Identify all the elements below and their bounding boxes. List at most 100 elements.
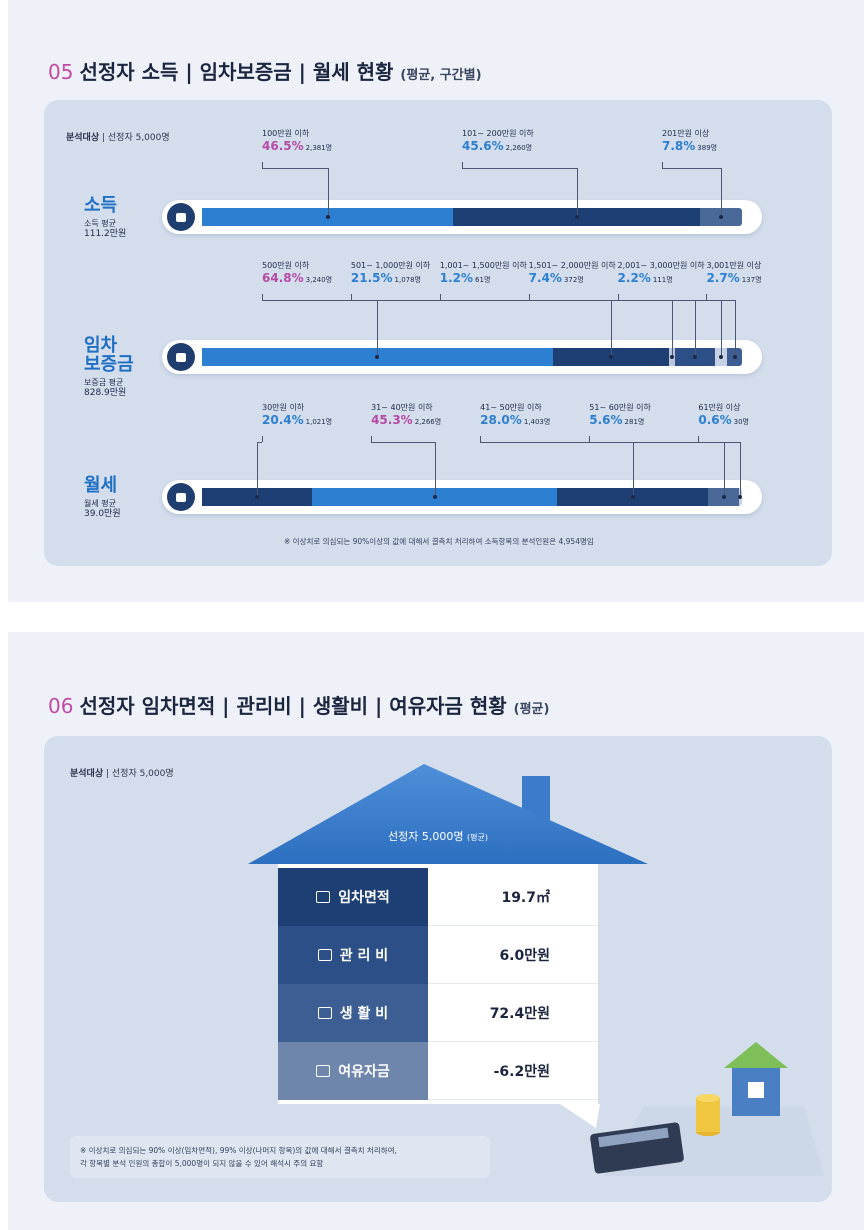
leader-line (439, 294, 441, 300)
leader-line (695, 300, 697, 357)
segment-percent: 64.8% (262, 271, 304, 285)
segment-label: 500만원 이하 64.8% 3,240명 (262, 260, 332, 286)
table-row-value: 6.0만원 (428, 926, 598, 984)
segment-label: 1,001~ 1,500만원 이하 1.2% 61명 (440, 260, 527, 286)
leader-line (462, 168, 577, 169)
row-label-0: 소득 소득 평균 111.2만원 (84, 196, 126, 239)
leader-line (589, 442, 724, 443)
segment-category: 500만원 이하 (262, 261, 310, 270)
leader-line (262, 294, 263, 300)
leader-line (434, 442, 436, 497)
row-label-1: 임차 보증금 보증금 평균 828.9만원 (84, 336, 134, 398)
segment-category: 31~ 40만원 이하 (371, 403, 433, 412)
leader-line (480, 442, 633, 443)
segment-category: 201만원 이상 (662, 129, 710, 138)
segment-label: 201만원 이상 7.8% 389명 (662, 128, 717, 154)
row-icon (316, 891, 331, 903)
table-header-sub: (평균) (467, 833, 488, 842)
segment-label: 31~ 40만원 이하 45.3% 2,266명 (371, 402, 441, 428)
segment-percent: 2.2% (617, 271, 651, 285)
leader-line (350, 294, 352, 300)
segment-count: 1,403명 (523, 418, 551, 426)
table-row-value: 19.7㎡ (428, 868, 598, 926)
segment-percent: 7.4% (528, 271, 562, 285)
leader-line (610, 300, 612, 357)
segment-count: 1,021명 (305, 418, 333, 426)
leader-line (589, 436, 591, 442)
table-footnote: ※ 이상치로 의심되는 90% 이상(임차면적), 99% 이상(나머지 항목)… (70, 1136, 490, 1178)
table-row-value: 72.4만원 (428, 984, 598, 1042)
leader-line (698, 442, 741, 443)
leader-line (662, 168, 721, 169)
segment-label: 61만원 이상 0.6% 30명 (698, 402, 749, 428)
leader-line (262, 300, 378, 301)
segment-percent: 5.6% (589, 413, 623, 427)
leader-line (706, 294, 708, 300)
segment-percent: 46.5% (262, 139, 304, 153)
house-table-panel: 분석대상 | 선정자 5,000명 (44, 736, 832, 1202)
segment-category: 1,501~ 2,000만원 이하 (528, 261, 616, 270)
row-icon (317, 949, 332, 961)
segment-count: 389명 (697, 144, 718, 152)
table-row-label: 여유자금 (278, 1042, 428, 1100)
leader-line (721, 300, 723, 357)
analysis-scope: 분석대상 | 선정자 5,000명 (66, 130, 170, 143)
leader-dot (693, 355, 698, 359)
leader-line (257, 442, 259, 497)
segment-percent: 0.6% (698, 413, 732, 427)
leader-line (617, 294, 619, 300)
table-row-label-text: 임차면적 (338, 890, 390, 906)
leader-line (723, 442, 725, 497)
section2-title: 06 선정자 임차면적 | 관리비 | 생활비 | 여유자금 현황 (평균) (48, 690, 549, 719)
leader-dot (630, 495, 635, 499)
segment-category: 1,001~ 1,500만원 이하 (439, 261, 527, 270)
house-icon (167, 483, 195, 511)
speech-tail (560, 1104, 600, 1128)
segment-count: 2,381명 (305, 144, 333, 152)
segment-label: 501~ 1,000만원 이하 21.5% 1,078명 (351, 260, 430, 286)
analysis-scope-label-2: 분석대상 (70, 769, 104, 779)
coins-icon (167, 203, 195, 231)
analysis-scope-value: | 선정자 5,000명 (102, 133, 170, 143)
leader-line (377, 300, 379, 357)
segment-label: 101~ 200만원 이하 45.6% 2,260명 (462, 128, 534, 154)
leader-dot (255, 495, 260, 499)
segment-percent: 28.0% (480, 413, 522, 427)
leader-dot (574, 215, 579, 219)
table-row-label: 관 리 비 (278, 926, 428, 984)
table-header-text: 선정자 5,000명 (388, 830, 464, 843)
leader-dot (738, 495, 743, 499)
segment-category: 2,001~ 3,000만원 이하 (617, 261, 705, 270)
section1-subtitle: (평균, 구간별) (400, 68, 482, 83)
leader-dot (375, 355, 380, 359)
segment-label: 51~ 60만원 이하 5.6% 281명 (589, 402, 651, 428)
section2-title-text: 선정자 임차면적 | 관리비 | 생활비 | 여유자금 현황 (79, 694, 507, 718)
analysis-scope-2: 분석대상 | 선정자 5,000명 (70, 766, 174, 779)
analysis-scope-value-2: | 선정자 5,000명 (106, 769, 174, 779)
leader-dot (718, 215, 723, 219)
table-row-label: 임차면적 (278, 868, 428, 926)
row-icon (317, 1007, 332, 1019)
row-average: 소득 평균 111.2만원 (84, 219, 127, 239)
row-average: 월세 평균 39.0만원 (84, 499, 121, 519)
section2-number: 06 (48, 694, 74, 718)
segment-percent: 45.3% (371, 413, 413, 427)
leader-dot (670, 355, 675, 359)
leader-dot (732, 355, 737, 359)
table-footnote-line2: 각 항목별 분석 인원의 총합이 5,000명이 되지 않을 수 있어 해석시 … (80, 1159, 324, 1168)
row-name: 월세 (84, 475, 118, 496)
chart-footnote: ※ 이상치로 의심되는 90%이상의 값에 대해서 결측치 처리하여 소득항목의… (284, 537, 594, 546)
table-row: 관 리 비 6.0만원 (278, 926, 598, 984)
section1-number: 05 (48, 60, 74, 84)
table-row-value: -6.2만원 (428, 1042, 598, 1100)
segment-label: 1,501~ 2,000만원 이하 7.4% 372명 (529, 260, 616, 286)
leader-line (734, 300, 736, 357)
table-row-label-text: 생 활 비 (339, 1006, 389, 1022)
leader-line (740, 442, 742, 497)
segment-label: 30만원 이하 20.4% 1,021명 (262, 402, 332, 428)
leader-dot (721, 495, 726, 499)
section1-title-text: 선정자 소득 | 임차보증금 | 월세 현황 (79, 60, 394, 84)
segment-category: 51~ 60만원 이하 (589, 403, 651, 412)
segment-count: 137명 (741, 276, 762, 284)
